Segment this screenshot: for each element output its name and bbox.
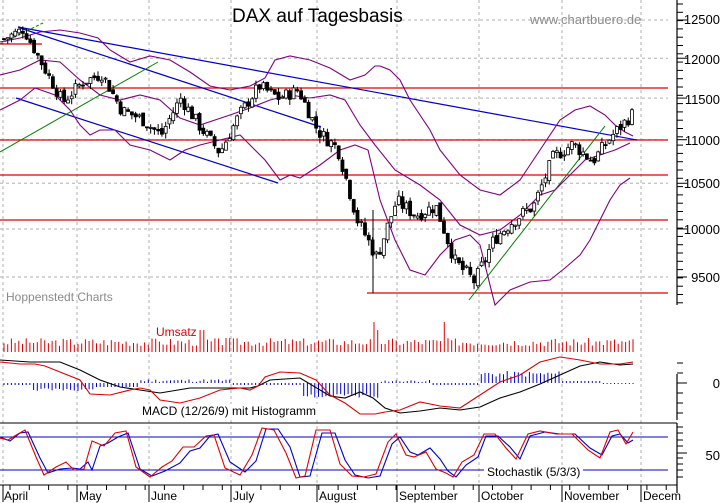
y-tick-12000: 12000 — [683, 52, 720, 67]
y-tick-9500: 9500 — [691, 270, 720, 285]
macd-label: MACD (12/26/9) mit Histogramm — [140, 404, 319, 418]
month-october: October — [481, 489, 524, 503]
stochastic-label: Stochastik (5/3/3) — [484, 465, 584, 479]
month-july: July — [233, 489, 255, 503]
bollinger-bands — [0, 29, 634, 307]
month-november: November — [564, 489, 620, 503]
trendlines — [0, 21, 638, 301]
y-tick-12500: 12500 — [683, 12, 720, 27]
month-september: September — [399, 489, 458, 503]
support-resistance-lines — [0, 43, 668, 294]
macd-panel — [0, 356, 634, 415]
chart-title: DAX auf Tagesbasis — [232, 6, 403, 27]
month-may: May — [79, 489, 102, 503]
stoch-50-tick: 50 — [705, 448, 720, 463]
y-tick-10000: 10000 — [683, 222, 720, 237]
grid-lines — [0, 0, 668, 485]
macd-zero-tick: 0 — [712, 376, 720, 391]
axes — [0, 0, 687, 502]
candlesticks — [2, 26, 634, 293]
y-tick-11000: 11000 — [684, 133, 720, 148]
month-april: April — [4, 489, 29, 503]
month-december: Decem — [643, 489, 682, 503]
source-label: Hoppenstedt Charts — [6, 290, 113, 304]
volume-bars — [3, 322, 634, 352]
y-tick-11500: 11500 — [684, 92, 720, 107]
month-august: August — [319, 489, 357, 503]
month-june: June — [151, 489, 178, 503]
y-tick-10500: 10500 — [683, 176, 720, 191]
watermark: www.chartbuero.de — [530, 12, 642, 27]
volume-label: Umsatz — [156, 325, 197, 339]
